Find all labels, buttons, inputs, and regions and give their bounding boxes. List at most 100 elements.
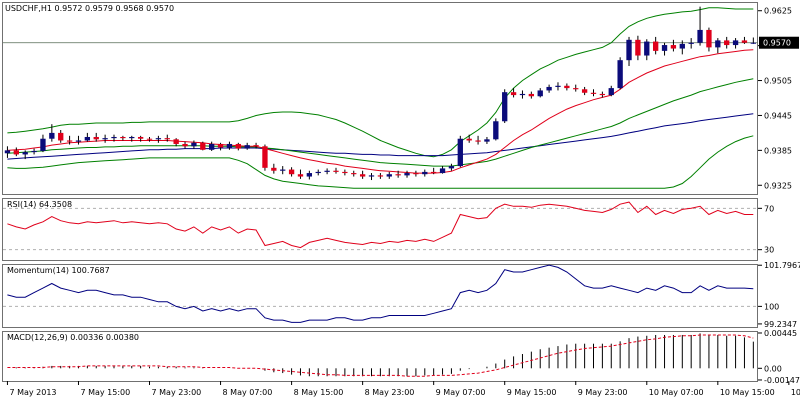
candle-body-bull <box>608 88 614 96</box>
candle-body-bear <box>58 132 64 141</box>
candle-body-bull <box>368 175 375 177</box>
candle-body-bear <box>413 173 419 175</box>
bollinger-upper-line <box>7 7 754 158</box>
momentum-axis-tick-label: 99.2347 <box>764 320 797 329</box>
candle-body-bull <box>519 93 526 96</box>
candle-body-bear <box>652 41 659 51</box>
time-tick-label: 8 May 07:00 <box>223 388 273 397</box>
candle-body-bear <box>66 140 73 142</box>
rsi-frame <box>2 198 758 261</box>
rsi-label: RSI(14) 64.3508 <box>7 200 72 209</box>
candle-body-bear <box>93 136 99 140</box>
candle-body-bull <box>244 145 250 149</box>
candle-body-bull <box>644 41 650 56</box>
time-tick-label: 9 May 15:00 <box>507 388 557 397</box>
macd-axis-tick-label: -0.00147 <box>764 376 800 385</box>
candle-body-bull <box>49 132 55 139</box>
time-tick-label: 10 May 07:00 <box>649 388 704 397</box>
candle-body-bull <box>732 40 739 46</box>
candle-body-bear <box>333 170 339 172</box>
candle-body-bull <box>688 42 694 44</box>
candle-body-bear <box>670 45 677 49</box>
candle-body-bull <box>102 138 108 140</box>
candle-body-bull <box>280 169 286 171</box>
current-price-label: 0.9570 <box>763 39 791 48</box>
panel-frames <box>2 2 758 382</box>
candle-body-bear <box>377 175 384 177</box>
candle-body-bear <box>475 140 481 142</box>
candle-body-bull <box>439 168 446 174</box>
candle-body-bull <box>84 136 91 141</box>
candle-body-bear <box>724 40 730 46</box>
candle-body-bear <box>581 89 588 93</box>
candle-body-bear <box>706 29 712 48</box>
candle-body-bull <box>315 171 321 174</box>
candle-body-bull <box>493 121 499 140</box>
time-tick-label: 9 May 23:00 <box>578 388 628 397</box>
candle-body-bear <box>262 146 268 168</box>
macd-panel[interactable]: 0.00445 0.00 -0.00147 <box>7 329 800 385</box>
time-axis: 7 May 2013 7 May 15:00 7 May 23:00 8 May 07… <box>6 381 800 397</box>
time-tick-label: 10 May 15:00 <box>720 388 775 397</box>
candle-body-bear <box>573 88 579 90</box>
ma-green-line <box>7 78 754 167</box>
candle-body-bull <box>715 40 721 48</box>
candle-body-bull <box>697 29 703 43</box>
candle-body-bull <box>502 92 508 122</box>
candle-body-bear <box>271 167 277 171</box>
macd-axis-tick-label: 0.00 <box>764 364 782 373</box>
momentum-panel[interactable]: 101.7967 100 99.2347 <box>3 261 800 329</box>
candle-body-bull <box>324 170 330 172</box>
price-axis-tick-label: 0.9385 <box>764 146 792 155</box>
mom-frame <box>2 264 758 328</box>
candle-body-bull <box>626 39 632 61</box>
ma-blue-line <box>7 113 754 160</box>
time-tick-label: 10 May 23:00 <box>791 388 800 397</box>
candle-body-bull <box>386 174 392 177</box>
price-axis-tick-label: 0.9625 <box>764 7 792 16</box>
candle-body-bull <box>448 166 455 169</box>
momentum-axis-tick-label: 100 <box>764 302 779 311</box>
candle-body-bear <box>253 145 259 147</box>
candle-body-bear <box>342 171 348 174</box>
candle-body-bull <box>4 150 11 154</box>
rsi-line <box>7 201 754 249</box>
price-panel[interactable]: 0.96250.95650.95050.94450.93850.93250.95… <box>3 6 799 191</box>
time-tick-label: 9 May 07:00 <box>436 388 486 397</box>
candle-body-bull <box>555 85 561 87</box>
candle-body-bear <box>297 174 304 177</box>
candle-body-bear <box>146 138 153 140</box>
current-price-box <box>759 36 799 49</box>
candle-body-bull <box>546 86 552 91</box>
price-axis-tick-label: 0.9325 <box>764 181 792 190</box>
candle-body-bear <box>164 138 170 140</box>
candle-body-bear <box>351 173 357 175</box>
candle-body-bull <box>422 171 428 175</box>
candle-body-bull <box>155 138 162 140</box>
candle-body-bull <box>129 136 135 139</box>
price-frame <box>2 2 758 195</box>
candle-body-bear <box>635 39 641 56</box>
candle-body-bull <box>617 60 623 89</box>
candle-body-bull <box>679 43 685 49</box>
candle-body-bear <box>173 139 179 144</box>
candle-body-bear <box>528 93 535 97</box>
candle-body-bull <box>661 45 668 51</box>
candle-body-bear <box>359 174 366 177</box>
candle-body-bull <box>209 143 215 150</box>
momentum-line <box>7 264 754 323</box>
time-tick-label: 8 May 23:00 <box>365 388 415 397</box>
price-axis-tick-label: 0.9505 <box>764 77 792 86</box>
candle-body-bear <box>137 136 144 139</box>
candle-body-bear <box>431 171 437 174</box>
candle-body-bear <box>120 136 126 139</box>
candle-body-bear <box>741 40 748 43</box>
candle-body-bear <box>217 143 224 148</box>
macd-axis-tick-label: 0.00445 <box>764 329 797 338</box>
candle-body-bull <box>75 140 82 142</box>
time-tick-label: 7 May 2013 <box>9 388 56 397</box>
rsi-panel[interactable]: 70 30 <box>3 201 774 255</box>
candle-body-bear <box>395 174 401 176</box>
momentum-label: Momentum(14) 100.7687 <box>7 266 110 275</box>
candle-body-bull <box>22 152 28 155</box>
